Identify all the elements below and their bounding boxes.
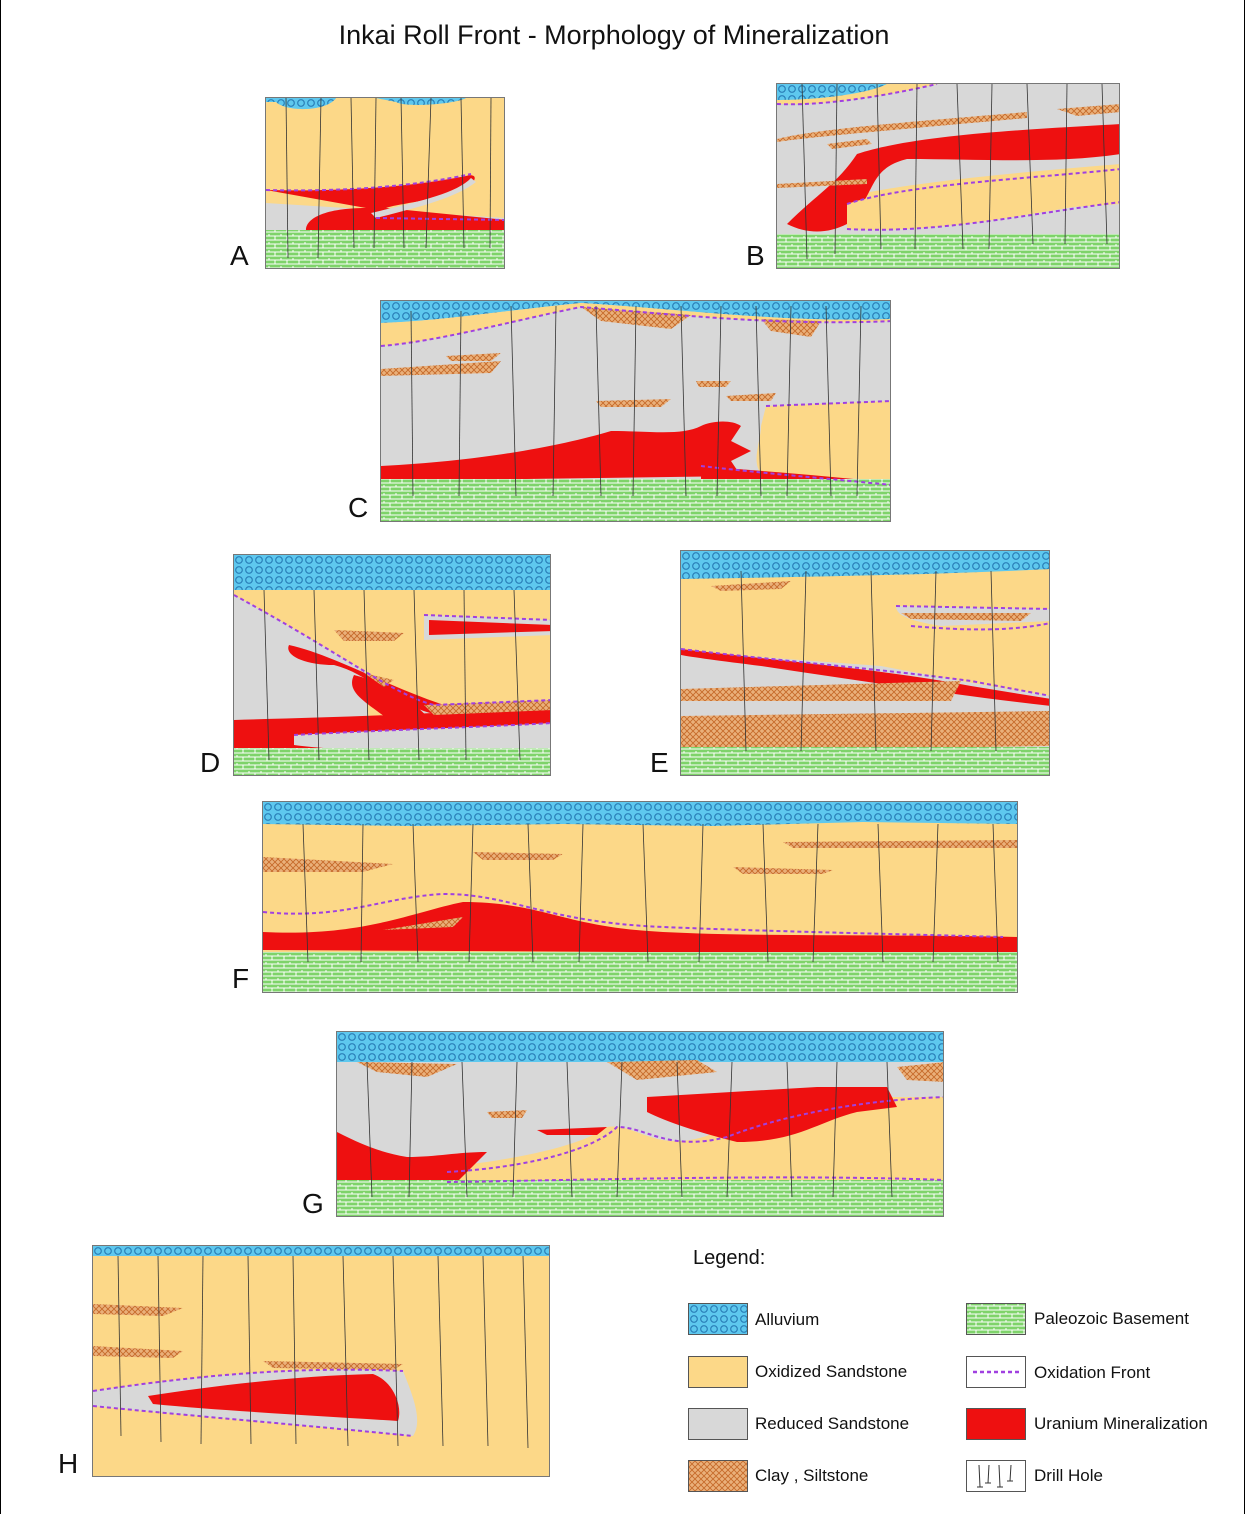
alluvium-swatch	[688, 1303, 748, 1335]
panel-c	[380, 300, 891, 522]
legend-label-oxidation-front: Oxidation Front	[1034, 1363, 1151, 1382]
clay-siltstone-swatch	[688, 1460, 748, 1492]
legend-label-paleozoic-basement: Paleozoic Basement	[1034, 1309, 1189, 1328]
legend-label-reduced-sandstone: Reduced Sandstone	[755, 1414, 910, 1433]
legend-title: Legend:	[693, 1247, 766, 1269]
uranium-mineralization-swatch	[966, 1408, 1026, 1440]
panel-d	[233, 554, 551, 776]
panel-label-d: D	[200, 747, 221, 778]
oxidized-sandstone-swatch	[688, 1356, 748, 1388]
panel-a	[265, 97, 505, 269]
panel-g	[336, 1031, 944, 1217]
panel-label-c: C	[348, 492, 369, 523]
figure-title: Inkai Roll Front - Morphology of Mineral…	[338, 20, 890, 50]
panel-label-a: A	[230, 240, 249, 271]
legend-label-clay-siltstone: Clay , Siltstone	[755, 1466, 869, 1485]
panel-label-b: B	[746, 240, 765, 271]
panel-e	[680, 550, 1050, 776]
legend-label-oxidized-sandstone: Oxidized Sandstone	[755, 1362, 908, 1381]
panel-f	[262, 801, 1018, 993]
panel-b	[776, 83, 1120, 269]
panel-label-g: G	[302, 1188, 324, 1219]
panel-label-f: F	[232, 963, 250, 994]
oxidation-front-swatch	[966, 1356, 1026, 1388]
panel-label-e: E	[650, 747, 669, 778]
drill-hole-swatch	[966, 1460, 1026, 1492]
panel-label-h: H	[58, 1448, 79, 1479]
legend-label-alluvium: Alluvium	[755, 1310, 820, 1329]
legend-label-drill-hole: Drill Hole	[1034, 1466, 1103, 1485]
paleozoic-basement-swatch	[966, 1303, 1026, 1335]
legend-label-uranium-mineralization: Uranium Mineralization	[1034, 1414, 1208, 1433]
reduced-sandstone-swatch	[688, 1408, 748, 1440]
panel-h	[92, 1245, 550, 1477]
